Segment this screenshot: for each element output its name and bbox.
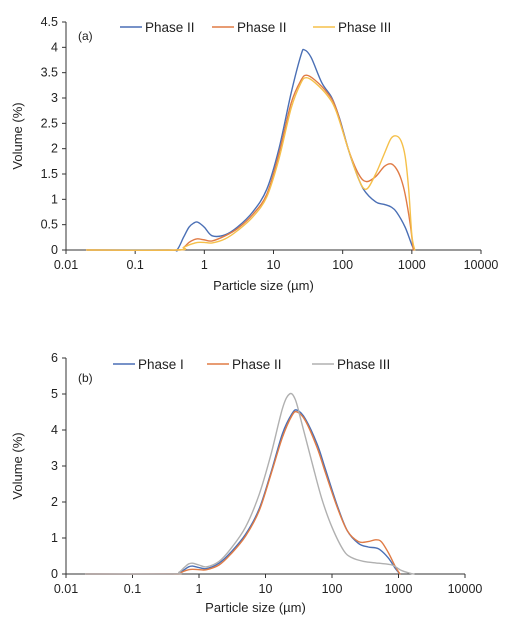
x-tick-label: 1 (201, 258, 208, 272)
legend-label: Phase III (338, 20, 391, 35)
y-tick-label: 0 (51, 243, 58, 257)
series-line-2 (85, 410, 401, 575)
y-tick-label: 2.5 (41, 116, 58, 130)
legend: Phase I Phase II Phase III (113, 357, 390, 372)
y-tick-label: 0 (51, 567, 58, 581)
y-tick-label: 6 (51, 351, 58, 365)
legend-label: Phase I (138, 357, 184, 372)
x-axis-title: Particle size (µm) (213, 278, 314, 293)
x-tick-label: 10000 (448, 582, 483, 596)
x-tick-label: 1000 (398, 258, 426, 272)
x-tick-label: 0.01 (54, 258, 78, 272)
panel-label: (a) (78, 29, 93, 43)
series-line-3 (85, 392, 415, 575)
y-tick-label: 1 (51, 192, 58, 206)
x-tick-label: 0.01 (54, 582, 78, 596)
chart-panel-a: 0 0.5 1 1.5 2 2.5 3 3.5 4 4.5 0.01 0.1 1 10 100 1000 100… (10, 15, 498, 293)
x-tick-label: 0.1 (124, 582, 141, 596)
legend-label: Phase II (145, 20, 195, 35)
x-tick-label: 0.1 (126, 258, 143, 272)
x-axis-title: Particle size (µm) (205, 600, 306, 615)
y-tick-label: 4 (51, 40, 58, 54)
x-tick-label: 100 (322, 582, 343, 596)
y-tick-label: 3 (51, 459, 58, 473)
x-tick-label: 1000 (385, 582, 413, 596)
x-tick-label: 10 (259, 582, 273, 596)
y-tick-label: 2 (51, 495, 58, 509)
y-tick-label: 4 (51, 423, 58, 437)
y-tick-label: 4.5 (41, 15, 58, 29)
series-line-1 (86, 48, 416, 252)
y-tick-label: 1 (51, 531, 58, 545)
y-tick-label: 3 (51, 91, 58, 105)
y-axis-title: Volume (%) (10, 102, 25, 169)
y-tick-label: 0.5 (41, 218, 58, 232)
legend-label: Phase III (337, 357, 390, 372)
y-axis-title: Volume (%) (10, 432, 25, 499)
y-tick-label: 3.5 (41, 66, 58, 80)
legend: Phase II Phase II Phase III (120, 20, 391, 35)
chart-panel-b: 0 1 2 3 4 5 6 0.01 0.1 1 10 100 1000 10000 Particle si… (10, 351, 482, 615)
y-tick-label: 2 (51, 142, 58, 156)
x-tick-label: 1 (196, 582, 203, 596)
panel-label: (b) (78, 371, 93, 385)
x-tick-label: 10000 (464, 258, 499, 272)
legend-label: Phase II (232, 357, 282, 372)
legend-label: Phase II (237, 20, 287, 35)
series-line-1 (85, 409, 401, 575)
x-tick-label: 10 (267, 258, 281, 272)
series-line-3 (86, 77, 416, 251)
series-line-2 (86, 74, 414, 251)
y-tick-label: 1.5 (41, 167, 58, 181)
y-tick-label: 5 (51, 387, 58, 401)
x-tick-label: 100 (332, 258, 353, 272)
